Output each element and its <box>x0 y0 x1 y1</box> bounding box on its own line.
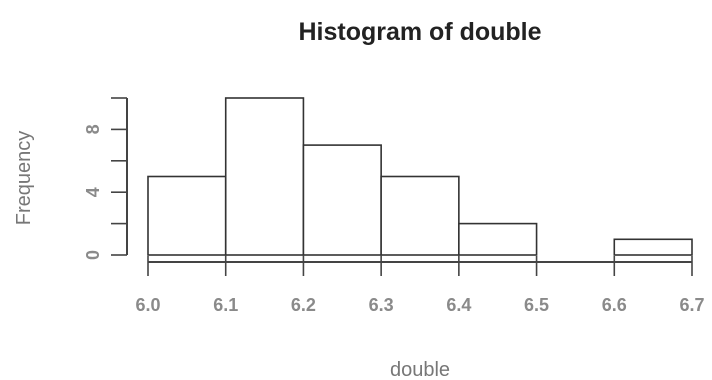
y-tick-label: 8 <box>83 124 103 134</box>
chart-title: Histogram of double <box>298 18 541 46</box>
y-tick-label: 4 <box>83 187 103 197</box>
y-axis: 0 4 8 <box>83 97 128 260</box>
histogram-bar <box>302 144 382 256</box>
x-tick-label: 6.2 <box>291 295 316 315</box>
histogram-bar <box>380 175 460 256</box>
bars-layer <box>147 97 693 256</box>
histogram-bar <box>458 222 538 256</box>
x-axis: 6.0 6.1 6.2 6.3 6.4 6.5 6.6 6.7 <box>135 256 705 315</box>
x-tick-label: 6.3 <box>369 295 394 315</box>
histogram-bar <box>224 97 305 256</box>
x-tick-label: 6.4 <box>446 295 471 315</box>
histogram-bar <box>147 175 227 256</box>
histogram-bar <box>613 238 693 256</box>
y-axis-title: Frequency <box>13 131 35 226</box>
x-tick-label: 6.0 <box>135 295 160 315</box>
x-tick-label: 6.5 <box>524 295 549 315</box>
x-axis-title: double <box>390 359 450 380</box>
x-tick-label: 6.7 <box>679 295 704 315</box>
x-tick-label: 6.6 <box>602 295 627 315</box>
y-tick-label: 0 <box>83 250 103 260</box>
x-tick-label: 6.1 <box>213 295 238 315</box>
